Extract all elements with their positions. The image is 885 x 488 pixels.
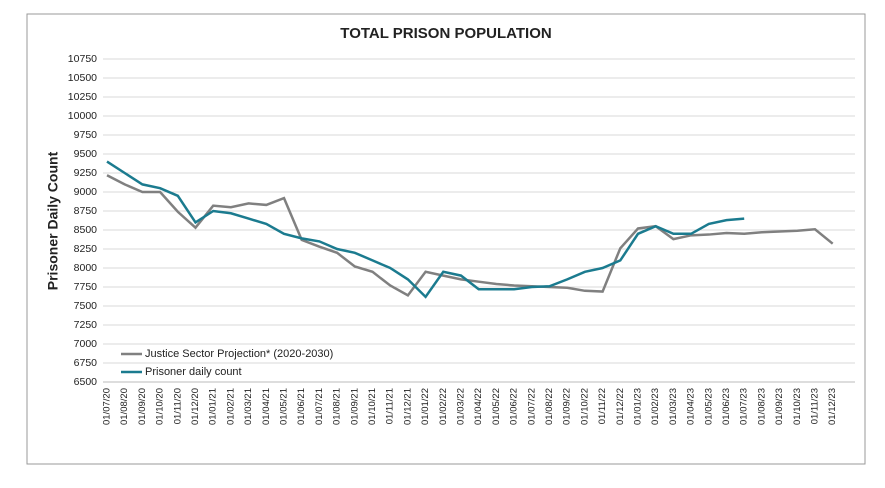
y-axis-label: Prisoner Daily Count (45, 151, 61, 290)
legend-label: Prisoner daily count (145, 366, 242, 378)
y-tick-label: 7000 (74, 338, 98, 350)
x-tick-label: 01/11/22 (597, 388, 608, 424)
x-tick-label: 01/09/23 (774, 388, 785, 425)
x-tick-label: 01/04/22 (473, 388, 484, 425)
y-tick-label: 6750 (74, 357, 98, 369)
x-tick-label: 01/03/23 (668, 388, 679, 425)
x-tick-label: 01/01/21 (208, 388, 219, 425)
x-tick-label: 01/07/20 (102, 388, 113, 425)
y-tick-label: 8500 (74, 224, 98, 236)
x-tick-label: 01/08/22 (544, 388, 555, 425)
series-line (106, 160, 745, 299)
x-tick-label: 01/08/23 (756, 388, 767, 425)
chart-title: TOTAL PRISON POPULATION (340, 25, 551, 42)
y-tick-label: 10000 (68, 110, 97, 122)
x-tick-label: 01/12/23 (827, 388, 838, 425)
x-tick-label: 01/02/21 (225, 388, 236, 425)
y-tick-label: 6500 (74, 376, 98, 388)
y-tick-label: 10500 (68, 72, 97, 84)
x-tick-label: 01/10/22 (579, 388, 590, 425)
legend-label: Justice Sector Projection* (2020-2030) (145, 348, 333, 360)
x-tick-label: 01/11/20 (172, 388, 183, 424)
y-tick-label: 9000 (74, 186, 98, 198)
x-tick-label: 01/03/21 (243, 388, 254, 425)
x-tick-label: 01/01/22 (420, 388, 431, 425)
x-tick-label: 01/03/22 (456, 388, 467, 425)
x-tick-label: 01/04/21 (261, 388, 272, 425)
x-tick-label: 01/12/21 (402, 388, 413, 425)
x-tick-label: 01/05/22 (491, 388, 502, 425)
y-tick-label: 9250 (74, 167, 98, 179)
x-tick-label: 01/02/22 (438, 388, 449, 425)
x-tick-label: 01/10/21 (367, 388, 378, 425)
x-tick-label: 01/07/21 (314, 388, 325, 425)
x-tick-label: 01/12/20 (190, 388, 201, 425)
y-tick-label: 7750 (74, 281, 98, 293)
x-tick-label: 01/01/23 (633, 388, 644, 425)
y-tick-label: 8000 (74, 262, 98, 274)
x-tick-label: 01/11/21 (385, 388, 396, 424)
x-tick-label: 01/05/21 (279, 388, 290, 425)
y-tick-label: 7500 (74, 300, 98, 312)
y-tick-label: 10750 (68, 53, 97, 65)
y-tick-label: 7250 (74, 319, 98, 331)
x-tick-label: 01/06/22 (509, 388, 520, 425)
x-tick-label: 01/06/23 (721, 388, 732, 425)
y-tick-label: 10250 (68, 91, 97, 103)
x-tick-label: 01/08/20 (119, 388, 130, 425)
x-tick-label: 01/07/23 (739, 388, 750, 425)
x-tick-label: 01/06/21 (296, 388, 307, 425)
x-tick-label: 01/08/21 (332, 388, 343, 425)
chart-frame (26, 13, 866, 465)
x-tick-label: 01/10/23 (792, 388, 803, 425)
x-tick-label: 01/09/20 (137, 388, 148, 425)
x-tick-label: 01/12/22 (615, 388, 626, 425)
y-tick-label: 9500 (74, 148, 98, 160)
x-tick-label: 01/09/22 (562, 388, 573, 425)
x-tick-label: 01/05/23 (703, 388, 714, 425)
y-tick-label: 9750 (74, 129, 98, 141)
y-tick-label: 8750 (74, 205, 98, 217)
x-tick-label: 01/09/21 (349, 388, 360, 425)
y-tick-label: 8250 (74, 243, 98, 255)
x-tick-label: 01/04/23 (686, 388, 697, 425)
x-tick-label: 01/11/23 (810, 388, 821, 424)
x-tick-label: 01/07/22 (526, 388, 537, 425)
x-tick-label: 01/02/23 (650, 388, 661, 425)
x-tick-label: 01/10/20 (155, 388, 166, 425)
series-line (106, 174, 834, 297)
